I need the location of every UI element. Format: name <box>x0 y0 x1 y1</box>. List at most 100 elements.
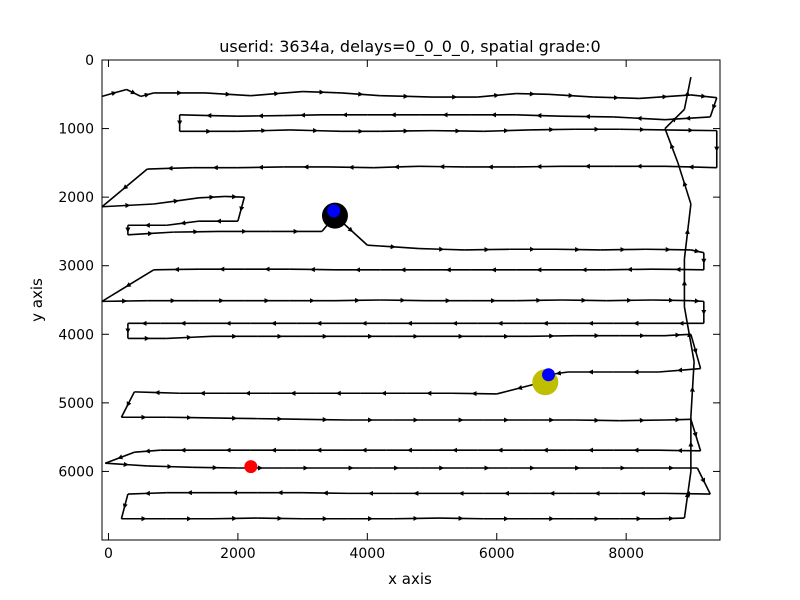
path-segment <box>690 334 702 369</box>
path-segment <box>153 197 200 205</box>
path-segment <box>658 515 685 522</box>
path-segment <box>147 463 193 470</box>
path-segment <box>237 196 246 222</box>
path-segment <box>606 297 653 303</box>
path-segment <box>529 127 575 133</box>
path-segment <box>683 306 695 362</box>
path-segment <box>302 417 348 423</box>
path-segment <box>639 94 691 100</box>
path-segment <box>237 113 284 119</box>
path-segment <box>658 447 701 454</box>
path-segment <box>451 391 497 397</box>
path-segment <box>613 115 666 121</box>
path-segment <box>380 128 433 134</box>
path-segment <box>690 93 717 99</box>
path-segment <box>289 128 342 134</box>
path-segment <box>483 128 530 134</box>
path-segment <box>101 202 154 209</box>
path-segment <box>328 164 374 170</box>
path-segment <box>683 76 692 110</box>
path-segment <box>257 416 303 422</box>
path-segment <box>561 297 607 303</box>
path-segment <box>664 417 691 423</box>
plot-area <box>101 76 720 522</box>
path-segment <box>516 91 549 97</box>
path-segment <box>166 220 200 227</box>
path-segment <box>696 467 712 495</box>
path-segment <box>664 128 679 164</box>
path-segment <box>101 298 148 304</box>
y-axis-label: y axis <box>28 278 46 322</box>
path-segment <box>126 88 142 98</box>
path-segment <box>334 297 381 303</box>
y-tick-label: 6000 <box>58 464 94 480</box>
path-segment <box>283 112 323 118</box>
path-segment <box>173 229 219 235</box>
x-tick-label: 6000 <box>479 546 515 562</box>
x-axis-label: x axis <box>388 570 432 588</box>
path-segment <box>179 113 238 119</box>
path-segment <box>120 391 136 418</box>
x-tick-label: 8000 <box>608 546 644 562</box>
path-segment <box>302 490 348 496</box>
plot-frame <box>101 59 721 541</box>
path-segment <box>664 115 711 121</box>
path-segment <box>561 114 614 120</box>
path-segment <box>147 165 193 171</box>
path-segment <box>211 515 258 521</box>
y-tick-label: 2000 <box>58 190 94 206</box>
path-segment <box>237 128 290 134</box>
path-segment <box>373 164 420 170</box>
path-segment <box>619 417 666 423</box>
path-segment <box>101 88 127 98</box>
path-segment <box>619 127 666 133</box>
y-tick-label: 1000 <box>58 122 94 138</box>
path-segment <box>516 113 562 119</box>
path-segment <box>664 127 717 133</box>
path-segment <box>134 448 161 454</box>
x-tick-label: 4000 <box>349 546 385 562</box>
path-segment <box>477 92 517 99</box>
path-segment <box>393 515 439 521</box>
path-segment <box>600 247 646 253</box>
path-segment <box>153 266 200 273</box>
path-segment <box>664 332 691 338</box>
path-segment <box>554 247 601 253</box>
path-segment <box>127 490 167 496</box>
path-segment <box>211 415 258 421</box>
path-segment <box>645 247 691 253</box>
path-segment <box>432 128 484 134</box>
path-segment <box>205 91 251 97</box>
path-segment <box>683 471 692 519</box>
path-segment <box>529 333 575 339</box>
path-segment <box>516 164 562 170</box>
path-segment <box>105 461 148 467</box>
path-segment <box>438 515 484 521</box>
path-segment <box>574 417 620 423</box>
path-segment <box>120 493 129 519</box>
path-segment <box>341 91 381 97</box>
path-segment <box>134 390 180 396</box>
path-segment <box>380 297 426 303</box>
path-segment <box>104 451 135 464</box>
path-segment <box>683 203 692 259</box>
path-segment <box>516 297 562 303</box>
path-segment <box>127 231 174 237</box>
path-segment <box>224 194 245 200</box>
y-tick-label: 0 <box>85 53 94 69</box>
y-tick-label: 5000 <box>58 396 94 412</box>
path-segment <box>302 89 342 95</box>
path-segment <box>690 419 702 452</box>
path-segment <box>690 248 704 254</box>
path-segment <box>166 415 213 421</box>
y-tick-label: 4000 <box>58 327 94 343</box>
data-marker <box>327 204 341 218</box>
path-segment <box>101 269 155 303</box>
path-segment <box>606 266 653 273</box>
y-axis: 0 1000 2000 3000 4000 5000 6000 <box>58 53 720 480</box>
path-segment <box>250 90 303 97</box>
path-segment <box>199 194 225 200</box>
path-segment <box>289 266 335 273</box>
path-segment <box>709 97 718 118</box>
